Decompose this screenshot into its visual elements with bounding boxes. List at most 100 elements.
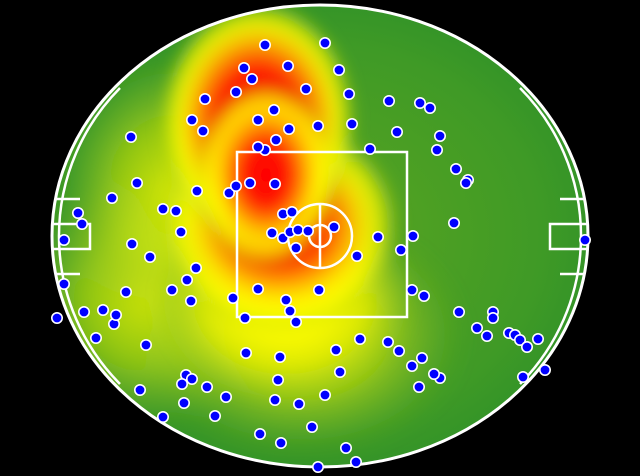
event-marker <box>480 329 493 342</box>
event-marker <box>342 88 355 101</box>
event-marker <box>273 350 286 363</box>
event-marker <box>301 225 314 238</box>
event-marker <box>538 363 551 376</box>
event-marker <box>285 206 298 219</box>
event-marker <box>258 38 271 51</box>
event-marker <box>289 242 302 255</box>
event-marker <box>201 380 214 393</box>
event-marker <box>513 333 526 346</box>
event-marker <box>240 346 253 359</box>
event-marker <box>197 125 210 138</box>
event-marker <box>199 93 212 106</box>
event-marker <box>131 177 144 190</box>
event-marker <box>246 73 259 86</box>
event-marker <box>274 436 287 449</box>
event-marker <box>120 285 133 298</box>
event-marker <box>76 218 89 231</box>
event-marker <box>520 340 533 353</box>
event-marker <box>230 86 243 99</box>
event-marker <box>382 95 395 108</box>
event-marker <box>333 365 346 378</box>
event-marker <box>181 273 194 286</box>
event-marker <box>283 304 296 317</box>
event-marker <box>269 134 282 147</box>
event-marker <box>252 282 265 295</box>
event-marker <box>244 177 257 190</box>
event-marker <box>190 261 203 274</box>
event-marker <box>292 397 305 410</box>
event-marker <box>239 311 252 324</box>
event-marker <box>157 410 170 423</box>
event-marker <box>318 388 331 401</box>
event-marker <box>332 64 345 77</box>
event-marker <box>125 131 138 144</box>
event-marker <box>394 244 407 257</box>
event-marker <box>318 36 331 49</box>
event-marker <box>144 251 157 264</box>
event-marker <box>363 143 376 156</box>
event-marker <box>178 396 191 409</box>
event-marker <box>371 231 384 244</box>
event-marker <box>176 377 189 390</box>
event-marker <box>50 311 63 324</box>
left-goal-square <box>52 222 92 251</box>
event-marker <box>406 230 419 243</box>
event-marker <box>254 427 267 440</box>
event-marker <box>90 331 103 344</box>
event-marker <box>423 102 436 115</box>
event-marker <box>271 373 284 386</box>
event-marker <box>223 187 236 200</box>
event-marker <box>291 224 304 237</box>
event-marker <box>299 83 312 96</box>
event-marker <box>170 205 183 218</box>
event-marker <box>134 383 147 396</box>
event-marker <box>339 441 352 454</box>
event-marker <box>279 293 292 306</box>
event-marker <box>185 294 198 307</box>
event-marker <box>349 455 362 468</box>
event-marker <box>311 460 324 473</box>
event-marker <box>175 226 188 239</box>
event-marker <box>516 370 529 383</box>
event-marker <box>57 277 70 290</box>
event-marker <box>449 163 462 176</box>
event-marker <box>209 409 222 422</box>
event-marker <box>238 61 251 74</box>
event-marker <box>267 104 280 117</box>
event-marker <box>268 393 281 406</box>
event-marker <box>327 221 340 234</box>
event-marker <box>578 234 591 247</box>
event-marker <box>110 308 123 321</box>
event-marker <box>405 283 418 296</box>
event-marker <box>433 130 446 143</box>
event-marker <box>186 372 199 385</box>
center-square <box>235 150 409 319</box>
event-marker <box>186 114 199 127</box>
event-marker <box>230 180 243 193</box>
event-marker <box>470 321 483 334</box>
event-marker <box>191 185 204 198</box>
event-marker <box>220 390 233 403</box>
event-marker <box>97 303 110 316</box>
event-marker <box>227 291 240 304</box>
event-marker <box>281 59 294 72</box>
heat-blob-hot-core <box>194 80 338 270</box>
event-marker <box>353 332 366 345</box>
event-marker <box>78 305 91 318</box>
event-marker <box>312 283 325 296</box>
event-marker <box>390 126 403 139</box>
event-marker <box>459 177 472 190</box>
event-marker <box>126 238 139 251</box>
event-marker <box>72 207 85 220</box>
left-fifty-arc <box>57 87 121 385</box>
event-marker <box>381 335 394 348</box>
event-marker <box>427 367 440 380</box>
event-marker <box>140 338 153 351</box>
event-marker <box>413 97 426 110</box>
event-marker-layer <box>50 36 591 473</box>
event-marker <box>57 234 70 247</box>
event-marker <box>289 315 302 328</box>
event-marker <box>345 118 358 131</box>
